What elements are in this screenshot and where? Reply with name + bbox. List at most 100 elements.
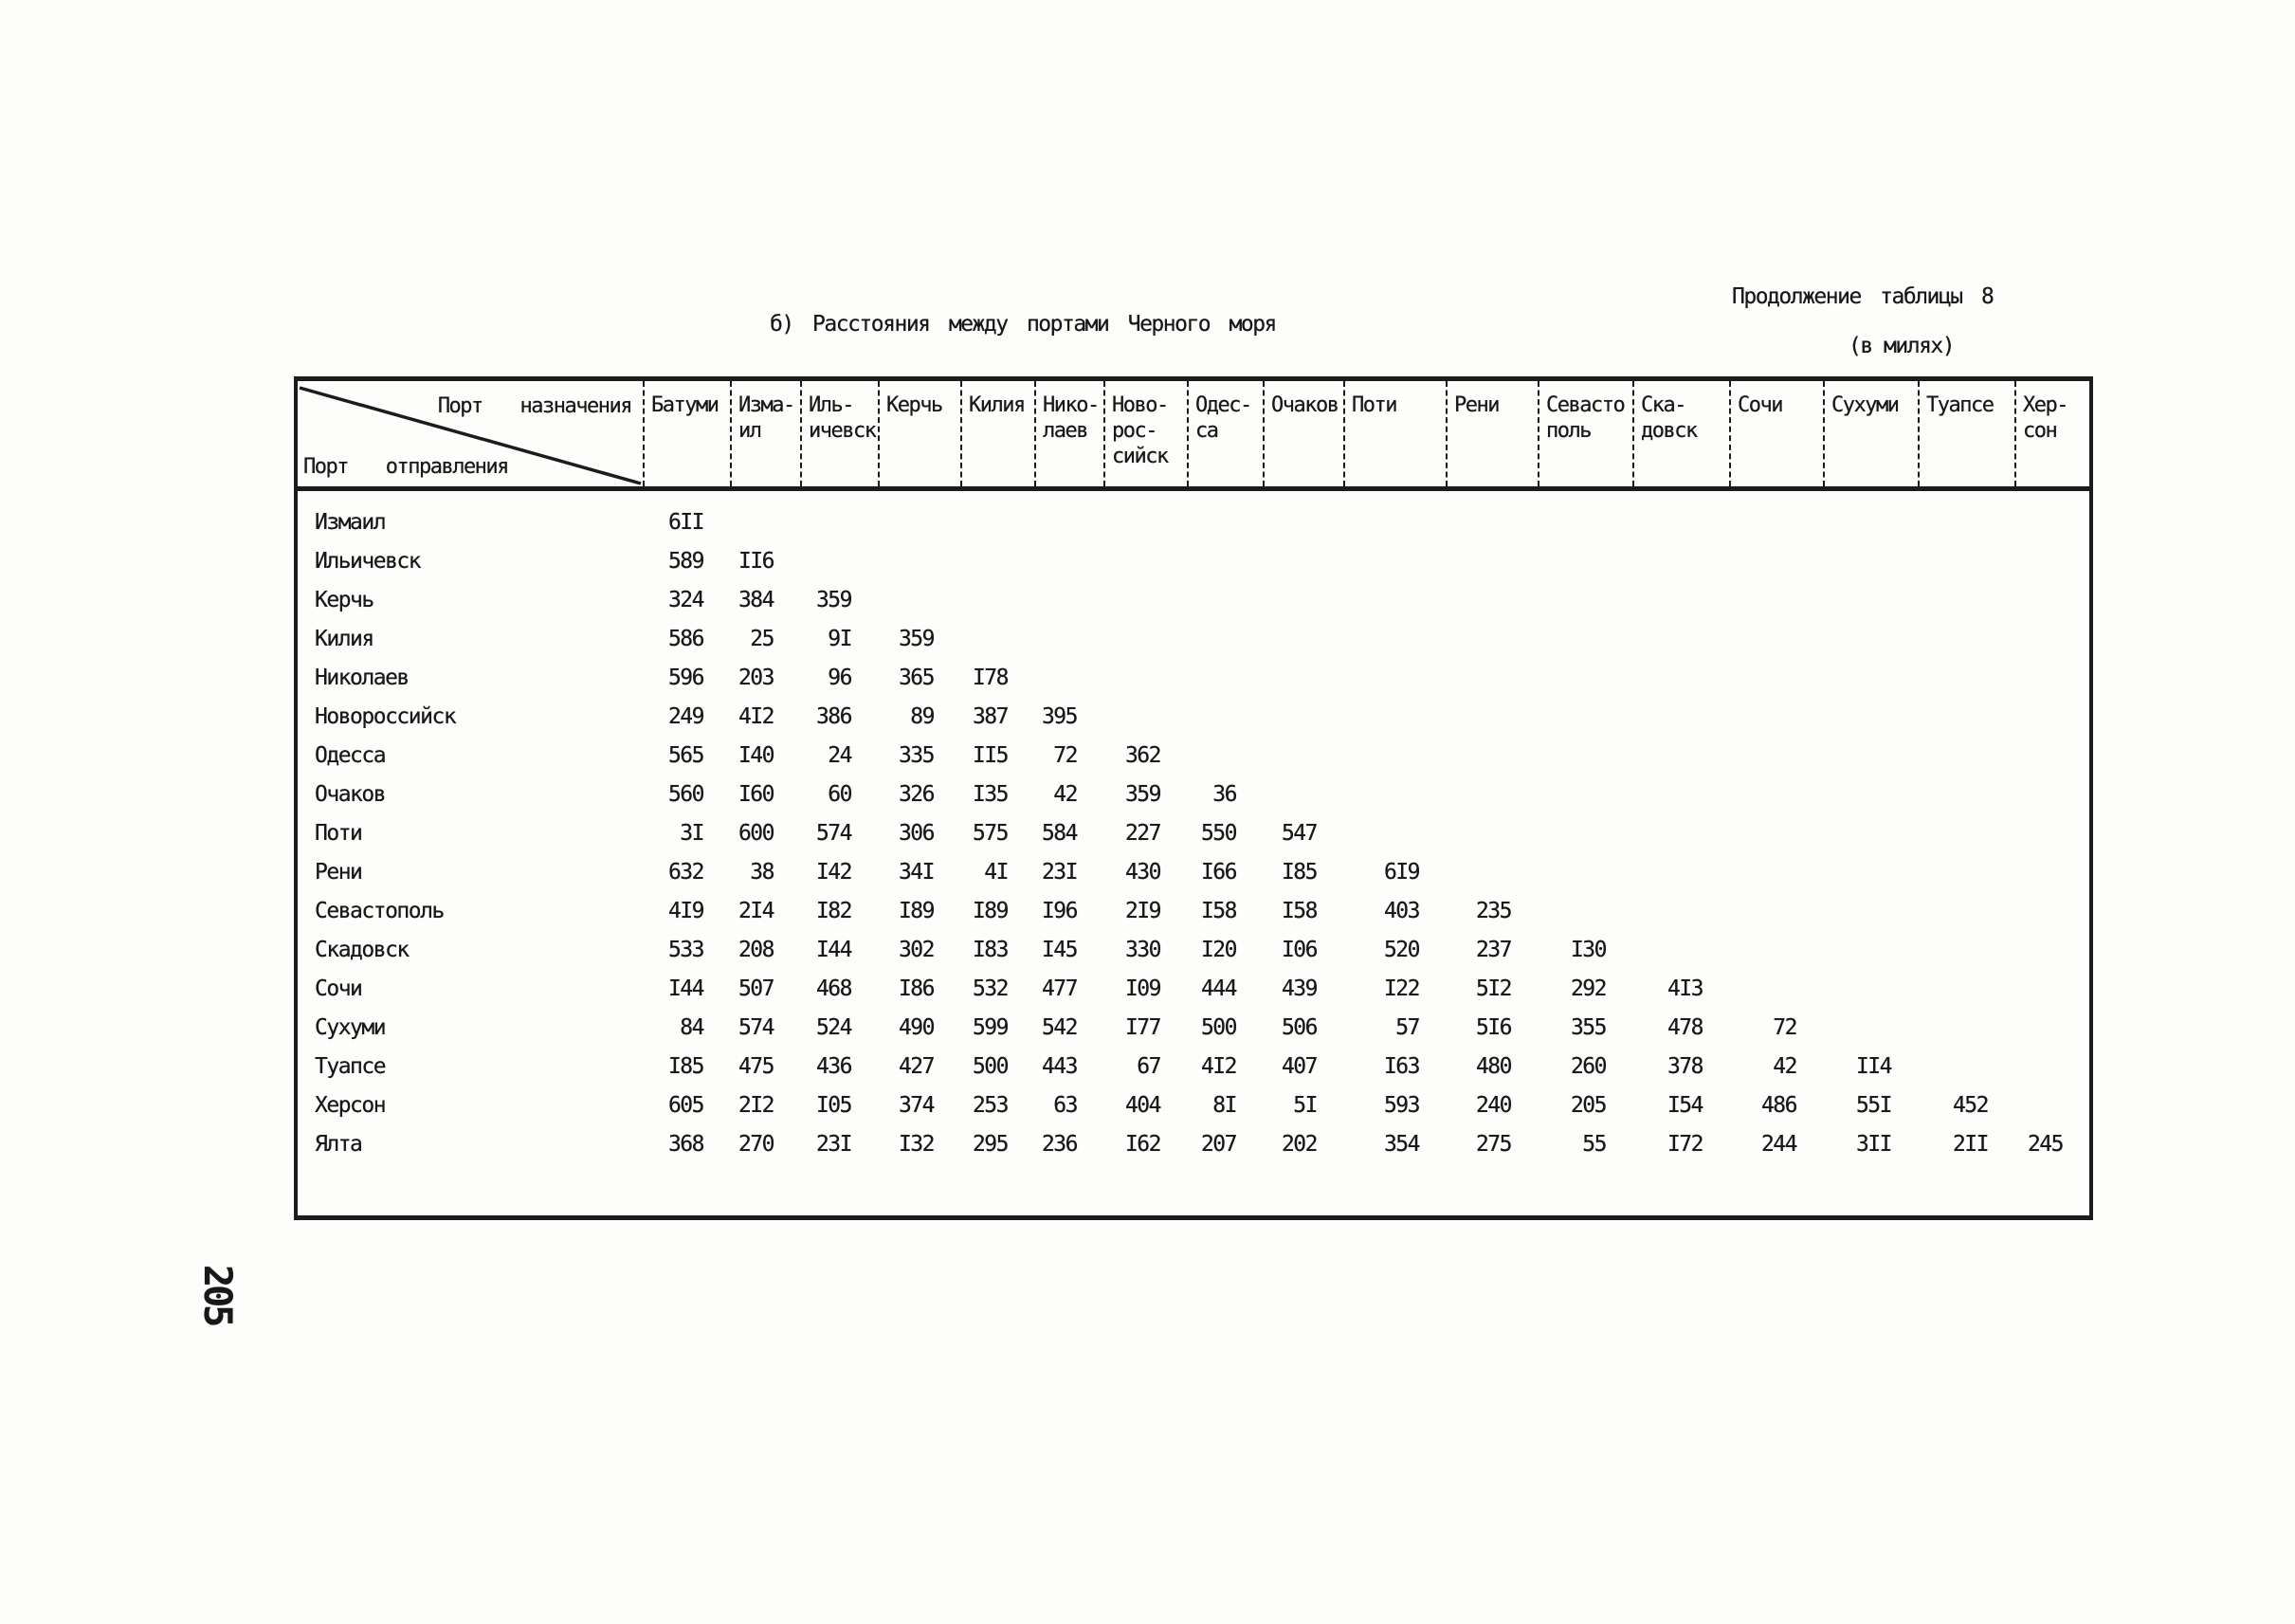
distance-cell: I09 (1124, 976, 1162, 1001)
row-label: Керчь (315, 588, 374, 612)
distance-cell: 72 (1053, 743, 1078, 768)
distance-cell: 208 (738, 938, 775, 962)
table-row: Килия 586 25 9I 359 (298, 620, 2089, 659)
distance-cell: 506 (1281, 1015, 1319, 1040)
distance-cell: 42 (1053, 782, 1078, 807)
distance-cell: 436 (815, 1054, 853, 1079)
distance-cell: 533 (667, 938, 705, 962)
distance-cell: 475 (738, 1054, 775, 1079)
distance-cell: 275 (1475, 1132, 1513, 1157)
distance-cell: 4I2 (1200, 1054, 1238, 1079)
distance-cell: 3I (680, 821, 704, 846)
distance-cell: 542 (1041, 1015, 1079, 1040)
distance-cell: 25 (750, 627, 774, 651)
distance-cell: I44 (667, 976, 705, 1001)
distance-cell: 96 (828, 666, 852, 690)
distance-cell: 3II (1855, 1132, 1893, 1157)
distance-cell: 63 (1053, 1093, 1078, 1118)
distance-cell: 355 (1570, 1015, 1608, 1040)
table-row: Ялта 368 270 23I I32 295 236 I62 207 202 354 275 55 I… (298, 1125, 2089, 1164)
distance-cell: 330 (1124, 938, 1162, 962)
distance-cell: 292 (1570, 976, 1608, 1001)
distance-cell: 203 (738, 666, 775, 690)
table-row: Сухуми 84 574 524 490 599 542 I77 500 506 57 5I6 355… (298, 1009, 2089, 1048)
distance-cell: 560 (667, 782, 705, 807)
column-header: Сухуми (1823, 381, 1918, 486)
distance-cell: I45 (1041, 938, 1079, 962)
row-label: Одесса (315, 743, 387, 768)
row-label: Сухуми (315, 1015, 387, 1040)
row-label: Рени (315, 860, 363, 885)
distance-cell: I40 (738, 743, 775, 768)
table-row: Измаил 6II (298, 503, 2089, 542)
distance-cell: 477 (1041, 976, 1079, 1001)
table-row: Очаков 560 I60 60 326 I35 42 359 36 (298, 776, 2089, 814)
distance-cell: 547 (1281, 821, 1319, 846)
column-header: Сочи (1729, 381, 1823, 486)
distance-cell: 236 (1041, 1132, 1079, 1157)
distance-cell: 586 (667, 627, 705, 651)
distance-cell: I85 (1281, 860, 1319, 885)
distance-cell: 2II (1952, 1132, 1990, 1157)
distance-cell: 365 (898, 666, 936, 690)
distance-cell: 596 (667, 666, 705, 690)
distance-cell: I72 (1667, 1132, 1704, 1157)
column-header: Батуми (643, 381, 730, 486)
distance-cell: 387 (972, 704, 1010, 729)
row-label: Ильичевск (315, 549, 422, 574)
distance-cell: 227 (1124, 821, 1162, 846)
distance-cell: 38 (750, 860, 774, 885)
distance-cell: 362 (1124, 743, 1162, 768)
distance-cell: 24 (828, 743, 852, 768)
row-label: Туапсе (315, 1054, 387, 1079)
distance-cell: 202 (1281, 1132, 1319, 1157)
distance-cell: I20 (1200, 938, 1238, 962)
origin-axis-label: Порт отправления (303, 455, 509, 479)
distance-cell: I82 (815, 899, 853, 923)
section-title: б) Расстояния между портами Черного моря (770, 312, 1277, 337)
distance-cell: 468 (815, 976, 853, 1001)
distance-cell: 2I2 (738, 1093, 775, 1118)
distance-cell: 34I (898, 860, 936, 885)
distance-cell: 439 (1281, 976, 1319, 1001)
distance-cell: 249 (667, 704, 705, 729)
distance-cell: 532 (972, 976, 1010, 1001)
distance-cell: 84 (680, 1015, 704, 1040)
row-label: Севастополь (315, 899, 445, 923)
column-header: Туапсе (1918, 381, 2014, 486)
table-row: Сочи I44 507 468 I86 532 477 I09 444 439 I22 5I2 292… (298, 970, 2089, 1009)
distance-cell: 72 (1773, 1015, 1797, 1040)
distance-cell: 2I9 (1124, 899, 1162, 923)
distance-cell: 500 (1200, 1015, 1238, 1040)
distance-cell: 452 (1952, 1093, 1990, 1118)
column-header: Иль- ичевск (800, 381, 878, 486)
column-header: Килия (960, 381, 1034, 486)
distance-cell: 574 (738, 1015, 775, 1040)
distance-cell: 23I (1041, 860, 1079, 885)
distance-cell: I83 (972, 938, 1010, 962)
distance-cell: 500 (972, 1054, 1010, 1079)
distance-cell: 6II (667, 510, 705, 535)
distance-cell: 270 (738, 1132, 775, 1157)
distance-cell: 8I (1212, 1093, 1237, 1118)
column-header: Нико- лаев (1034, 381, 1103, 486)
distance-cell: 444 (1200, 976, 1238, 1001)
distance-cell: 378 (1667, 1054, 1704, 1079)
distance-cell: 240 (1475, 1093, 1513, 1118)
distance-cell: 4I (984, 860, 1009, 885)
distance-cell: 359 (815, 588, 853, 612)
page-number: 205 (195, 1265, 239, 1325)
distance-cell: I42 (815, 860, 853, 885)
distance-cell: I77 (1124, 1015, 1162, 1040)
table-row: Рени 632 38 I42 34I 4I 23I 430 I66 I85 6I9 (298, 853, 2089, 892)
distance-cell: I63 (1383, 1054, 1421, 1079)
distance-cell: I58 (1200, 899, 1238, 923)
distance-cell: 386 (815, 704, 853, 729)
distance-cell: 6I9 (1383, 860, 1421, 885)
continuation-note: Продолжение таблицы 8 (1732, 284, 1994, 309)
distance-cell: 407 (1281, 1054, 1319, 1079)
distance-cell: 593 (1383, 1093, 1421, 1118)
column-header: Поти (1343, 381, 1446, 486)
row-label: Очаков (315, 782, 387, 807)
column-header: Очаков (1263, 381, 1343, 486)
